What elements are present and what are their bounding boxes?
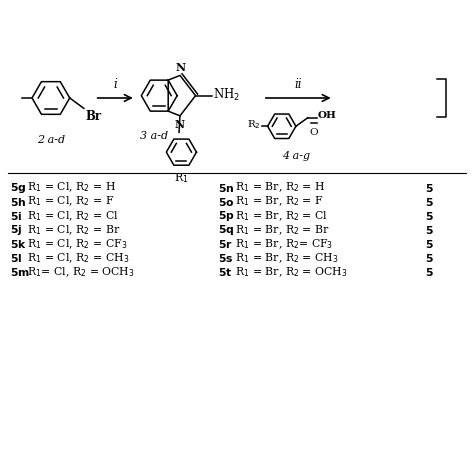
Text: $\mathbf{5k}$: $\mathbf{5k}$ bbox=[10, 238, 27, 250]
Text: R$_1$ = Cl, R$_2$ = H: R$_1$ = Cl, R$_2$ = H bbox=[24, 181, 116, 194]
Text: $\mathbf{5g}$: $\mathbf{5g}$ bbox=[10, 181, 27, 194]
Text: $\mathbf{5o}$: $\mathbf{5o}$ bbox=[218, 196, 235, 208]
Text: R$_1$ = Br, R$_2$ = H: R$_1$ = Br, R$_2$ = H bbox=[232, 181, 326, 194]
Text: N: N bbox=[175, 118, 185, 130]
Text: $\mathbf{5t}$: $\mathbf{5t}$ bbox=[218, 266, 233, 278]
Text: $\mathbf{5j}$: $\mathbf{5j}$ bbox=[10, 223, 22, 237]
Text: R$_1$ = Cl, R$_2$ = F: R$_1$ = Cl, R$_2$ = F bbox=[24, 195, 114, 209]
Text: $\mathbf{5}$: $\mathbf{5}$ bbox=[426, 196, 434, 208]
Text: $\mathbf{5r}$: $\mathbf{5r}$ bbox=[218, 238, 233, 250]
Text: R$_1$ = Cl, R$_2$ = CF$_3$: R$_1$ = Cl, R$_2$ = CF$_3$ bbox=[24, 237, 128, 251]
Text: i: i bbox=[113, 78, 117, 91]
Text: $\mathbf{5}$: $\mathbf{5}$ bbox=[426, 210, 434, 222]
Text: N: N bbox=[175, 62, 185, 73]
Text: NH$_2$: NH$_2$ bbox=[213, 87, 240, 103]
Text: $\mathbf{5q}$: $\mathbf{5q}$ bbox=[218, 223, 235, 237]
Text: R$_1$: R$_1$ bbox=[174, 171, 189, 185]
Text: 4 a-g: 4 a-g bbox=[282, 151, 310, 161]
Text: R$_1$ = Cl, R$_2$ = Br: R$_1$ = Cl, R$_2$ = Br bbox=[24, 223, 120, 237]
Text: $\mathbf{5p}$: $\mathbf{5p}$ bbox=[218, 209, 235, 223]
Text: R$_1$ = Br, R$_2$ = Cl: R$_1$ = Br, R$_2$ = Cl bbox=[232, 209, 328, 223]
Text: Br: Br bbox=[85, 110, 101, 123]
Text: $\mathbf{5}$: $\mathbf{5}$ bbox=[426, 224, 434, 236]
Text: R$_1$ = Br, R$_2$ = CH$_3$: R$_1$ = Br, R$_2$ = CH$_3$ bbox=[232, 251, 339, 265]
Text: $\mathbf{5}$: $\mathbf{5}$ bbox=[426, 182, 434, 193]
Text: $\mathbf{5m}$: $\mathbf{5m}$ bbox=[10, 266, 30, 278]
Text: $\mathbf{5}$: $\mathbf{5}$ bbox=[426, 266, 434, 278]
Text: R$_1$ = Br, R$_2$ = OCH$_3$: R$_1$ = Br, R$_2$ = OCH$_3$ bbox=[232, 265, 348, 279]
Text: $\mathbf{5i}$: $\mathbf{5i}$ bbox=[10, 210, 22, 222]
Text: $\mathbf{5s}$: $\mathbf{5s}$ bbox=[218, 252, 234, 264]
Text: $\mathbf{5h}$: $\mathbf{5h}$ bbox=[10, 196, 27, 208]
Text: 2 a-d: 2 a-d bbox=[37, 135, 65, 145]
Text: R$_1$ = Br, R$_2$ = F: R$_1$ = Br, R$_2$ = F bbox=[232, 195, 324, 209]
Text: O: O bbox=[309, 128, 318, 137]
Text: R$_1$= Cl, R$_2$ = OCH$_3$: R$_1$= Cl, R$_2$ = OCH$_3$ bbox=[24, 265, 135, 279]
Text: ii: ii bbox=[294, 78, 302, 91]
Text: $\mathbf{5l}$: $\mathbf{5l}$ bbox=[10, 252, 22, 264]
Text: R$_1$ = Cl, R$_2$ = CH$_3$: R$_1$ = Cl, R$_2$ = CH$_3$ bbox=[24, 251, 129, 265]
Text: 3 a-d: 3 a-d bbox=[140, 131, 169, 141]
Text: R$_1$ = Cl, R$_2$ = Cl: R$_1$ = Cl, R$_2$ = Cl bbox=[24, 209, 118, 223]
Text: $\mathbf{5}$: $\mathbf{5}$ bbox=[426, 252, 434, 264]
Text: OH: OH bbox=[318, 111, 337, 120]
Text: R$_2$: R$_2$ bbox=[247, 118, 261, 131]
Text: $\mathbf{5n}$: $\mathbf{5n}$ bbox=[218, 182, 235, 193]
Text: $\mathbf{5}$: $\mathbf{5}$ bbox=[426, 238, 434, 250]
Text: R$_1$ = Br, R$_2$= CF$_3$: R$_1$ = Br, R$_2$= CF$_3$ bbox=[232, 237, 334, 251]
Text: R$_1$ = Br, R$_2$ = Br: R$_1$ = Br, R$_2$ = Br bbox=[232, 223, 330, 237]
